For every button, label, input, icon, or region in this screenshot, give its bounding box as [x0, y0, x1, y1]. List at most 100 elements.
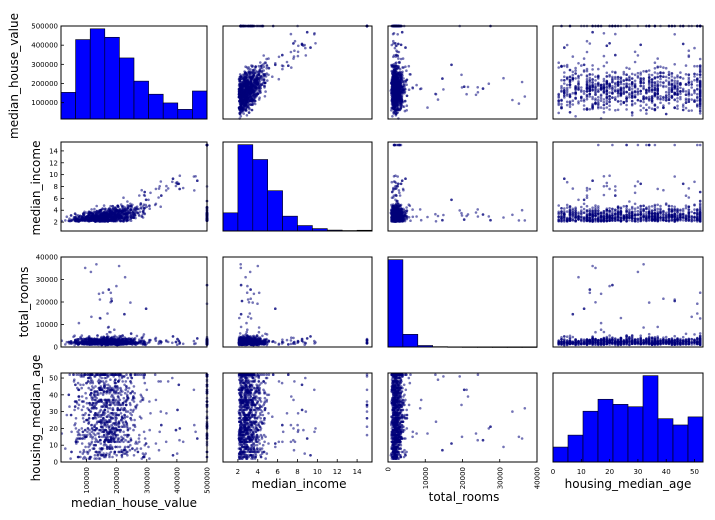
- point-0-3-89: [563, 82, 566, 85]
- point-0-3-1013: [568, 68, 572, 72]
- hist-bar-median_income-2: [252, 159, 269, 232]
- point-0-3-958: [580, 95, 583, 99]
- point-0-1-98: [292, 55, 296, 58]
- point-0-3-945: [693, 72, 696, 76]
- point-0-3-741: [667, 90, 671, 94]
- point-0-3-98: [571, 55, 575, 58]
- point-0-3-1020: [650, 78, 654, 81]
- point-0-3-863: [693, 64, 696, 68]
- point-1-0-815: [90, 208, 93, 211]
- point-0-1-1062: [240, 90, 244, 93]
- hist-bar-median_house_value-8: [177, 109, 193, 120]
- point-0-3-952: [563, 46, 566, 49]
- point-0-3-310: [647, 69, 651, 72]
- point-0-1-214: [314, 42, 317, 45]
- point-1-2-102: [419, 218, 423, 222]
- point-0-3-1058: [619, 76, 623, 79]
- point-0-3-616: [622, 82, 626, 86]
- point-0-3-1098: [611, 86, 614, 90]
- point-0-1-965: [244, 108, 248, 112]
- point-0-1-687: [247, 67, 250, 71]
- point-0-3-922: [667, 81, 671, 85]
- point-0-2-1058: [400, 76, 403, 79]
- point-0-3-1038: [568, 95, 572, 98]
- point-1-0-980: [101, 207, 104, 210]
- point-0-1-1098: [247, 86, 251, 90]
- panel-median_house_value-vs-total_rooms: [387, 24, 538, 120]
- point-0-1-1041: [250, 108, 254, 112]
- point-1-0-1097: [86, 215, 90, 219]
- point-0-3-730: [605, 61, 609, 64]
- point-0-3-1067: [599, 83, 603, 87]
- point-0-3-864: [693, 89, 696, 93]
- point-0-3-82: [656, 106, 659, 109]
- point-0-3-687: [597, 67, 600, 71]
- point-0-3-1048: [574, 96, 577, 100]
- point-0-2-961: [399, 104, 403, 108]
- points-median_income-vs-total_rooms: [389, 143, 527, 223]
- point-0-2-934: [460, 73, 463, 77]
- point-0-1-926: [263, 73, 266, 76]
- point-0-1-907: [251, 103, 255, 106]
- point-1-0-1043: [99, 208, 102, 212]
- point-1-0-837: [157, 196, 160, 199]
- point-0-3-728: [605, 71, 609, 75]
- point-0-3-876: [611, 77, 614, 80]
- point-0-3-1084: [687, 73, 691, 76]
- point-0-2-62: [460, 86, 464, 89]
- point-0-1-1046: [256, 76, 260, 79]
- point-1-0-683: [193, 189, 196, 192]
- point-1-2-68: [411, 215, 415, 219]
- point-0-3-699: [659, 95, 662, 98]
- point-0-3-617: [625, 66, 628, 70]
- point-0-3-748: [568, 105, 572, 109]
- point-0-2-915: [398, 60, 401, 64]
- point-0-3-946: [597, 82, 600, 86]
- point-0-3-904: [639, 104, 642, 107]
- point-0-2-289: [405, 104, 409, 107]
- point-0-2-882: [403, 79, 406, 83]
- point-0-2-1025: [390, 91, 394, 95]
- point-0-3-764: [619, 103, 623, 106]
- point-0-3-696: [667, 94, 671, 97]
- point-0-3-1066: [608, 100, 611, 104]
- point-1-0-1005: [144, 198, 148, 202]
- point-0-1-130: [277, 77, 281, 81]
- point-0-3-702: [673, 76, 676, 80]
- point-0-1-915: [285, 60, 289, 64]
- point-0-3-911: [647, 80, 651, 84]
- point-0-3-637: [696, 99, 699, 102]
- point-1-0-928: [104, 207, 107, 211]
- point-0-2-319: [418, 87, 422, 91]
- point-0-3-563: [594, 86, 597, 89]
- point-0-1-679: [262, 54, 266, 57]
- point-0-2-1085: [396, 94, 399, 98]
- point-0-1-1043: [256, 92, 260, 96]
- point-0-3-918: [687, 76, 691, 80]
- point-0-3-1085: [608, 94, 611, 98]
- point-1-0-1042: [117, 211, 121, 214]
- point-1-0-214: [178, 174, 182, 177]
- point-0-3-1059: [659, 75, 662, 78]
- point-0-3-799: [582, 89, 586, 93]
- point-0-3-607: [642, 70, 645, 73]
- point-0-3-798: [664, 85, 668, 88]
- hist-bar-median_house_value-0: [60, 92, 76, 120]
- point-0-3-1079: [642, 81, 645, 85]
- point-0-1-869: [250, 64, 253, 67]
- point-0-3-964: [625, 90, 628, 94]
- hist-bar-median_income-4: [282, 215, 298, 232]
- point-0-3-394: [560, 78, 563, 82]
- point-1-0-679: [159, 205, 162, 208]
- point-0-1-221: [296, 50, 300, 54]
- point-0-1-680: [244, 65, 247, 68]
- point-0-2-1079: [397, 81, 401, 85]
- point-0-3-914: [670, 94, 674, 98]
- point-0-3-1082: [684, 101, 688, 104]
- point-0-1-1092: [242, 102, 245, 106]
- point-1-0-1068: [93, 216, 96, 220]
- point-0-3-755: [625, 103, 628, 107]
- point-1-0-1078: [104, 213, 108, 217]
- point-0-1-593: [304, 46, 307, 50]
- point-1-0-130: [122, 196, 125, 199]
